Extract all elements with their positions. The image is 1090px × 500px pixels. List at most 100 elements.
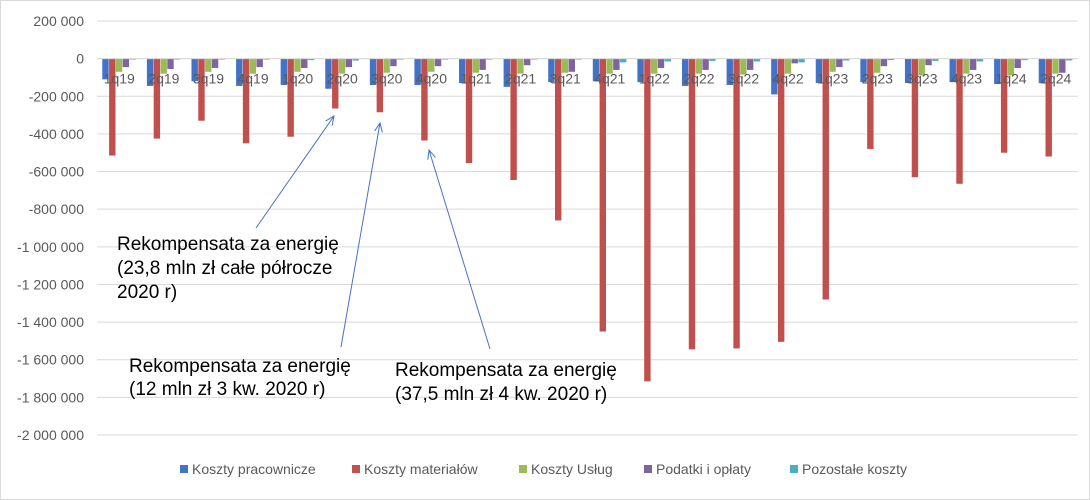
x-tick-label: 1q23 [817, 71, 848, 87]
bar [1014, 58, 1021, 69]
bar [236, 58, 243, 86]
annotation-arrow [429, 150, 491, 350]
x-tick-label: 2q21 [505, 71, 536, 87]
bar [613, 58, 620, 70]
x-tick-label: 1q21 [460, 71, 491, 87]
legend-item: Podatki i opłaty [644, 461, 751, 477]
bar [325, 58, 332, 89]
y-tick-label: -2 000 000 [17, 427, 84, 443]
x-tick-label: 1q24 [996, 71, 1027, 87]
bar [681, 58, 689, 86]
y-tick-label: -1 400 000 [17, 314, 84, 330]
bar [815, 58, 823, 84]
legend-swatch [644, 465, 652, 473]
legend-label: Podatki i opłaty [656, 461, 751, 477]
bar [414, 58, 421, 85]
bar [932, 58, 939, 61]
bar [115, 58, 123, 72]
bar [146, 58, 154, 86]
bar [904, 58, 912, 84]
bar [1045, 58, 1052, 157]
bar [606, 58, 613, 74]
x-tick-label: 1q22 [639, 71, 670, 87]
bar [376, 58, 384, 113]
legend-swatch [790, 465, 798, 473]
bar [784, 58, 792, 74]
bar [726, 58, 733, 85]
bar [211, 58, 219, 69]
y-tick-label: 200 000 [33, 13, 84, 29]
bars [102, 58, 1073, 382]
legend-swatch [519, 465, 527, 473]
bar [301, 58, 308, 69]
annotation-text-line: Rekompensata za energię [395, 360, 617, 381]
bar [650, 58, 658, 74]
bar [733, 58, 740, 349]
legend-label: Koszty Usług [531, 461, 613, 477]
bar [555, 58, 562, 221]
series-3 [122, 58, 1066, 73]
bar [390, 58, 397, 67]
y-tick-label: -1 600 000 [17, 352, 84, 368]
x-tick-label: 4q22 [773, 71, 804, 87]
bar [798, 58, 805, 63]
bar [976, 58, 984, 62]
bar [1007, 58, 1015, 76]
legend-label: Pozostałe koszty [802, 461, 907, 477]
bar [860, 58, 867, 83]
bar [191, 58, 198, 82]
bar [524, 58, 531, 66]
bar [918, 58, 925, 76]
bar [911, 58, 919, 178]
bar [249, 58, 257, 74]
annotations: Rekompensata za energię (23,8 mln zł całe… [117, 116, 617, 405]
bar [1059, 58, 1066, 73]
bar [829, 58, 836, 72]
bar [472, 58, 480, 73]
y-tick-label: -800 000 [29, 201, 84, 217]
bar [963, 58, 970, 74]
bar [198, 58, 205, 121]
bar [510, 58, 517, 181]
bar [345, 58, 353, 68]
bar [548, 58, 555, 83]
y-axis-labels: 200 000 0 -200 000 -400 000 -600 000 -800 000… [17, 13, 84, 443]
annotation-text-line: Rekompensata za energię [129, 356, 351, 377]
bar [242, 58, 250, 144]
bar [167, 58, 174, 69]
x-tick-label: 3q20 [371, 71, 402, 87]
legend-item: Koszty pracownicze [180, 461, 316, 477]
annotation-2: Rekompensata za energię (37,5 mln zł 4 kw… [395, 150, 617, 405]
bar [873, 58, 881, 73]
x-tick-label: 1q20 [282, 71, 313, 87]
legend-item: Koszty materiałów [352, 461, 478, 477]
bar [479, 58, 486, 70]
x-tick-label: 4q19 [237, 71, 268, 87]
bar [746, 58, 754, 70]
x-tick-label: 1q19 [104, 71, 135, 87]
bar [994, 58, 1001, 85]
legend-item: Pozostałe koszty [790, 461, 907, 477]
bar [503, 58, 511, 87]
annotation-0: Rekompensata za energię (23,8 mln zł całe… [117, 116, 339, 303]
x-tick-label: 4q23 [951, 71, 982, 87]
bar [517, 58, 524, 74]
bar [777, 58, 785, 342]
bar [599, 58, 606, 332]
bar [205, 58, 212, 72]
annotation-arrow [255, 116, 334, 229]
bar [842, 58, 850, 61]
series-1 [109, 58, 1052, 382]
bar [122, 58, 130, 68]
bar [880, 58, 888, 67]
bar [1065, 58, 1073, 61]
y-tick-label: -600 000 [29, 164, 84, 180]
y-tick-label: -400 000 [29, 126, 84, 142]
bar [561, 58, 569, 73]
legend: Koszty pracownicze Koszty materiałów Koszt… [180, 461, 907, 477]
bar [709, 58, 716, 61]
bar [619, 58, 627, 63]
bar [771, 58, 778, 95]
